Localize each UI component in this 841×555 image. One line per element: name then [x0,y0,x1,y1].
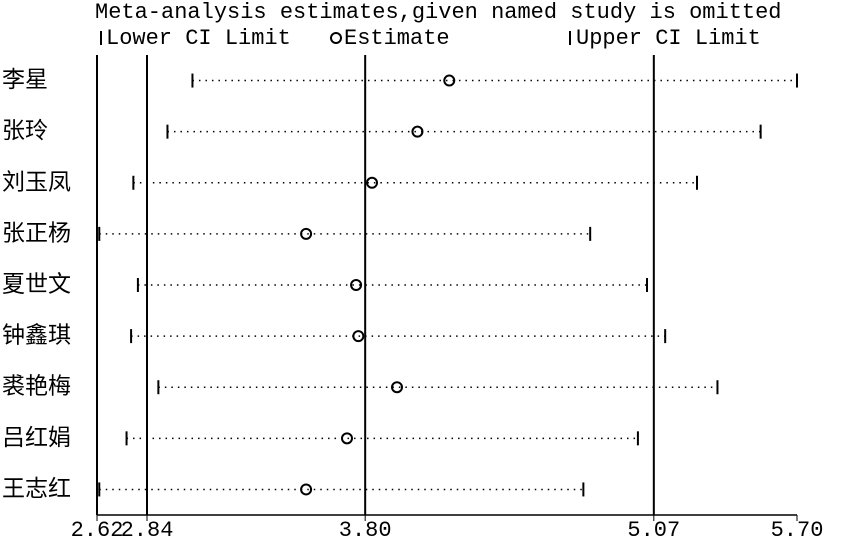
category-label: 钟鑫琪 [2,323,71,349]
legend-label: Upper CI Limit [576,26,761,51]
estimate-marker [411,125,424,138]
category-label: 张正杨 [2,220,71,246]
x-tick-label: 2.84 [121,518,174,543]
estimate-marker [366,176,378,189]
category-label: 李星 [2,67,48,93]
x-tick-label: 5.70 [771,518,824,543]
category-label: 王志红 [2,476,71,502]
x-tick-label: 2.62 [71,518,124,543]
legend-label: Estimate [344,26,450,51]
category-label: 吕红娟 [2,425,71,451]
estimate-marker [443,74,456,87]
x-tick-label: 5.07 [627,518,680,543]
category-label: 刘玉凤 [2,169,71,195]
category-label: 张玲 [2,118,48,144]
legend-label: Lower CI Limit [106,26,291,51]
estimate-marker [341,432,353,445]
x-tick-label: 3.80 [339,518,392,543]
estimate-marker [300,227,313,240]
estimate-marker [300,483,313,496]
category-label: 裘艳梅 [2,374,71,400]
legend-symbol [330,32,342,44]
estimate-marker [391,381,403,394]
estimate-marker [350,279,363,291]
chart-title: Meta-analysis estimates,given named stud… [95,0,782,25]
estimate-marker [352,330,365,343]
category-label: 夏世文 [2,272,71,298]
